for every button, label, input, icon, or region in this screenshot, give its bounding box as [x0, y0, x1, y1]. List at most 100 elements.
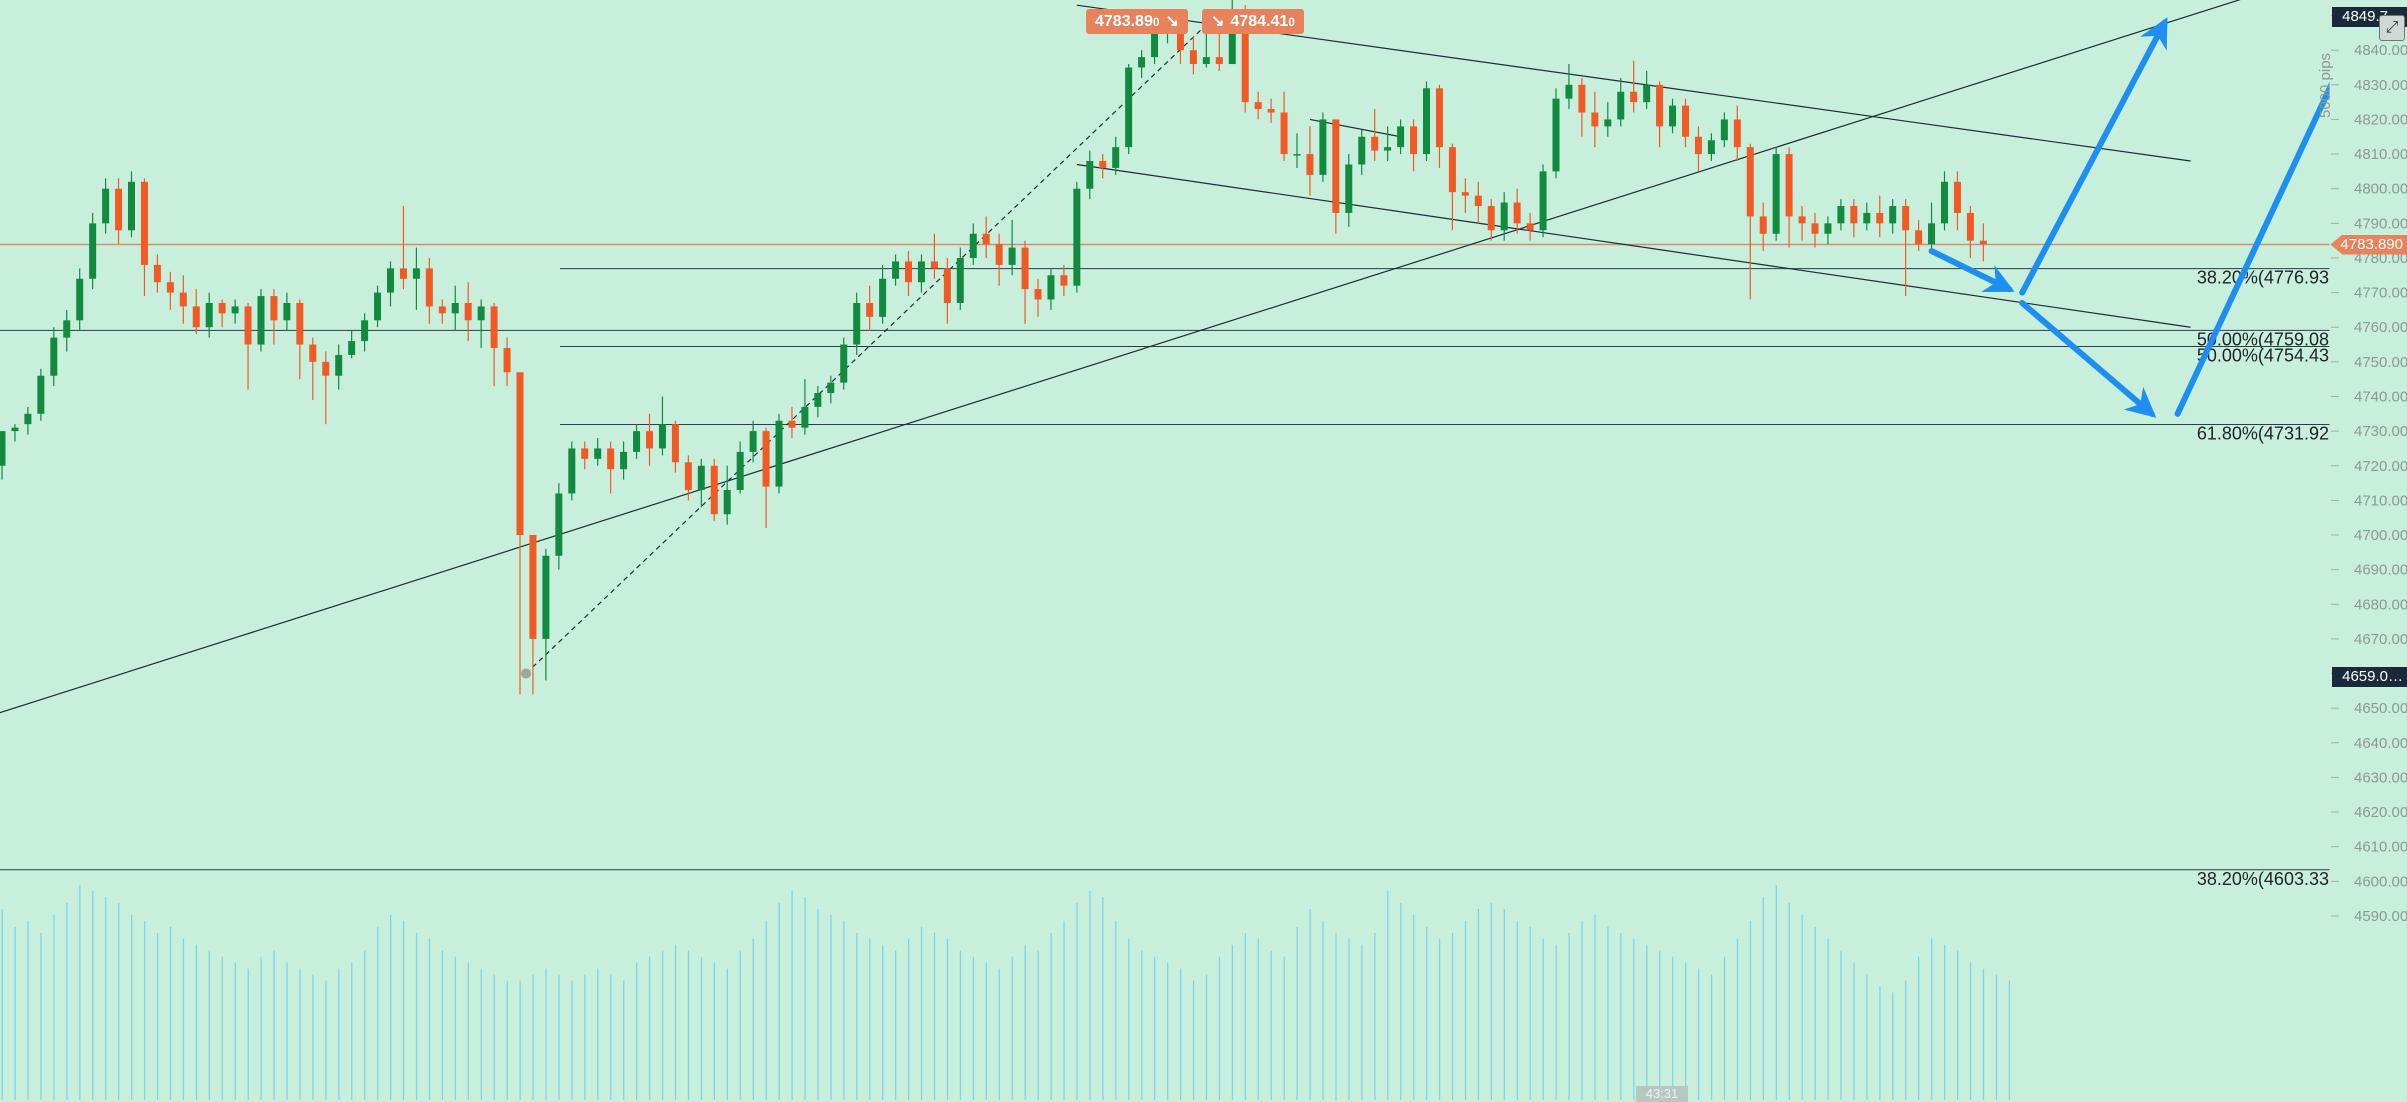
ask-price-badge[interactable]: ↘ 4784.410 — [1202, 9, 1304, 34]
volume-bar — [1464, 920, 1467, 1100]
arrow-down-right-icon: ↘ — [1211, 13, 1225, 30]
candle-body — [827, 382, 835, 394]
price-tick-label: 4740.00 — [2354, 388, 2407, 405]
arrow-down-right-icon: ↘ — [1165, 13, 1179, 30]
volume-bar — [1568, 932, 1570, 1100]
candle-body — [425, 268, 433, 307]
fib-level-label: 61.80%(4731.925) — [2197, 423, 2345, 443]
volume-bar — [1451, 932, 1454, 1100]
volume-bar — [597, 968, 599, 1100]
volume-bar — [1348, 938, 1350, 1100]
volume-bar — [1866, 974, 1868, 1100]
projection-arrow — [2174, 20, 2363, 417]
volume-bar — [1697, 968, 1700, 1100]
volume-bar — [1801, 914, 1803, 1100]
volume-bar — [1814, 926, 1816, 1100]
expand-icon[interactable]: ⤢ — [2379, 15, 2405, 41]
price-tag-current: 4783.890 — [2330, 234, 2407, 255]
candle-body — [296, 302, 304, 345]
candle-body — [1928, 223, 1936, 245]
ask-price: 4784.41 — [1230, 13, 1289, 30]
candle-body — [1021, 247, 1029, 290]
candle-body — [814, 393, 822, 407]
candle-body — [956, 257, 964, 303]
candle-body — [1099, 161, 1107, 168]
price-tick-label: 4680.00 — [2354, 596, 2407, 613]
candle-body — [50, 337, 58, 376]
bid-price-badge[interactable]: 4783.890 ↘ — [1086, 9, 1188, 34]
volume-bar — [480, 968, 482, 1100]
candle-body — [1176, 29, 1184, 51]
candle-body — [1228, 19, 1236, 65]
candle-body — [1306, 154, 1314, 175]
candle-body — [1669, 105, 1677, 127]
candle-body — [1345, 164, 1353, 213]
candle-body — [1086, 161, 1094, 189]
candle-body — [322, 361, 330, 376]
volume-bar — [946, 938, 949, 1100]
volume-bar — [364, 950, 366, 1100]
candle-body — [451, 302, 459, 314]
volume-bar — [674, 944, 677, 1100]
volume-bar — [584, 974, 586, 1100]
candle-body — [542, 555, 550, 639]
volume-bar — [1995, 974, 1998, 1100]
candle-body — [1772, 154, 1780, 234]
candle-body — [1759, 216, 1767, 234]
volume-bar — [1128, 938, 1130, 1100]
candle-body — [1410, 126, 1418, 155]
volume-bar — [247, 968, 249, 1100]
volume-bar — [1400, 902, 1402, 1100]
volume-bar — [1477, 908, 1480, 1100]
volume-bar — [105, 896, 107, 1100]
candle-body — [399, 268, 407, 279]
price-tick-label: 4760.00 — [2354, 319, 2407, 336]
volume-bar — [532, 974, 534, 1100]
volume-bar — [402, 920, 405, 1100]
volume-bar — [1853, 962, 1855, 1100]
candle-body — [529, 535, 537, 639]
candle-body — [1578, 84, 1586, 113]
volume-bar — [92, 890, 94, 1100]
candle-body — [1979, 240, 1987, 245]
volume-bar — [959, 950, 962, 1100]
volume-bar — [454, 956, 457, 1100]
volume-bar — [1218, 956, 1221, 1100]
volume-bar — [1309, 908, 1311, 1100]
price-tick-label: 4710.00 — [2354, 492, 2407, 509]
candle-body — [1876, 212, 1884, 224]
candle-body — [1241, 19, 1249, 103]
candle-body — [1332, 119, 1340, 213]
candle-body — [1707, 140, 1715, 155]
volume-bar — [752, 938, 754, 1100]
volume-bar — [1503, 908, 1505, 1100]
candle-body — [257, 296, 265, 345]
price-tick-label: 4730.00 — [2354, 423, 2407, 440]
volume-bar — [1723, 956, 1726, 1100]
trendline-ascending-support — [0, 0, 2241, 714]
candle-body — [982, 233, 990, 245]
candle-body — [1966, 212, 1974, 241]
price-tick-label: 4650.00 — [2354, 700, 2407, 717]
candle-body — [697, 465, 705, 490]
candle-body — [283, 302, 291, 321]
price-tick-label: 4590.00 — [2354, 908, 2407, 925]
volume-bar — [66, 902, 68, 1100]
price-tick-label: 4770.00 — [2354, 285, 2407, 302]
candle-body — [633, 431, 641, 452]
candle-body — [1435, 88, 1443, 148]
volume-bar — [1633, 938, 1635, 1100]
volume-bar — [558, 974, 560, 1100]
time-label: 43:31 — [1636, 1086, 1688, 1102]
candle-body — [646, 431, 653, 449]
volume-bar — [1426, 926, 1428, 1100]
volume-bar — [636, 962, 638, 1100]
volume-bar — [1762, 896, 1764, 1100]
volume-bar — [623, 980, 625, 1100]
candle-body — [1604, 119, 1612, 127]
volume-bar — [1555, 944, 1557, 1100]
volume-bar — [972, 956, 975, 1100]
candle-body — [1293, 154, 1301, 156]
